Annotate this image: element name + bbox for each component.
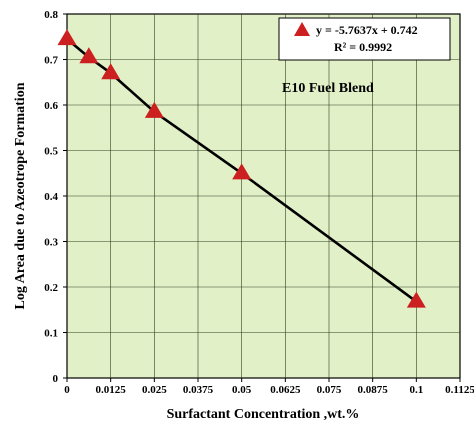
data-point xyxy=(232,163,252,180)
x-tick-label: 0.075 xyxy=(317,384,342,396)
x-tick-label: 0.025 xyxy=(142,384,167,396)
y-tick-label: 0.6 xyxy=(44,100,58,112)
x-axis-title: Surfactant Concentration ,wt.% xyxy=(167,407,360,422)
data-point xyxy=(406,291,426,308)
legend-marker xyxy=(294,22,310,36)
x-tick-label: 0.0125 xyxy=(96,384,127,396)
axes: 0 0.0125 0.025 0.0375 0.05 0.0625 0.075 0.0875 0… xyxy=(44,9,474,396)
legend-r2: R² = 0.9992 xyxy=(334,40,392,54)
data-point xyxy=(57,29,77,46)
y-tick-label: 0.2 xyxy=(44,282,58,294)
x-tick-label: 0.0875 xyxy=(358,384,389,396)
grid xyxy=(67,14,460,378)
y-tick-label: 0.7 xyxy=(44,55,58,67)
x-tick-label: 0.0625 xyxy=(270,384,301,396)
x-tick-label: 0 xyxy=(64,384,70,396)
y-tick-label: 0.8 xyxy=(44,9,58,21)
x-tick-label: 0.1 xyxy=(409,384,423,396)
data-point xyxy=(79,47,99,64)
marks xyxy=(57,29,426,308)
x-tick-label: 0.0375 xyxy=(183,384,214,396)
y-tick-label: 0 xyxy=(53,373,59,385)
y-tick-label: 0.4 xyxy=(44,191,58,203)
legend-box: y = -5.7637x + 0.742 R² = 0.9992 xyxy=(278,17,451,61)
y-axis-title: Log Area due to Azeotrope Formation xyxy=(13,82,28,309)
x-tick-label: 0.1125 xyxy=(445,384,474,396)
data-point xyxy=(144,101,164,118)
y-tick-label: 0.3 xyxy=(44,237,58,249)
chart-annotation: E10 Fuel Blend xyxy=(282,81,374,96)
y-tick-label: 0.5 xyxy=(44,146,58,158)
data-point xyxy=(101,63,121,80)
x-tick-label: 0.05 xyxy=(232,384,252,396)
legend-equation: y = -5.7637x + 0.742 xyxy=(316,23,418,37)
y-tick-label: 0.1 xyxy=(44,328,58,340)
